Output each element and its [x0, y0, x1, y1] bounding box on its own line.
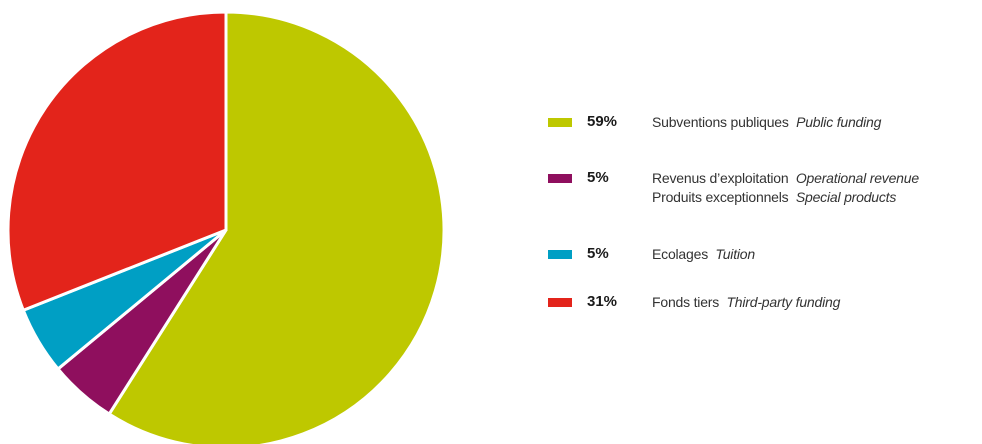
pie-slice-third-party-funding: [6, 10, 228, 312]
pie-slice-public-funding: [107, 10, 446, 444]
legend-label: Ecolages Tuition: [652, 246, 755, 262]
legend-swatch: [548, 250, 572, 259]
legend-label: Fonds tiers Third-party funding: [652, 294, 841, 310]
legend-percent: 59%: [587, 113, 618, 130]
pie-chart: [6, 10, 446, 444]
legend-swatch: [548, 174, 572, 183]
legend-label-secondary: Produits exceptionnels Special products: [652, 189, 897, 205]
legend-item-tuition: 5% Ecolages Tuition: [545, 238, 977, 278]
legend-percent: 31%: [587, 293, 618, 310]
legend-swatch: [548, 118, 572, 127]
legend-swatch: [548, 298, 572, 307]
legend-label: Revenus d’exploitation Operational reven…: [652, 170, 919, 186]
legend-percent: 5%: [587, 245, 609, 262]
legend-percent: 5%: [587, 169, 609, 186]
legend-item-operational-revenue: 5% Revenus d’exploitation Operational re…: [545, 162, 977, 205]
legend-item-public-funding: 59% Subventions publiques Public funding: [545, 106, 977, 146]
legend-item-third-party-funding: 31% Fonds tiers Third-party funding: [545, 286, 977, 326]
legend-label: Subventions publiques Public funding: [652, 114, 882, 130]
